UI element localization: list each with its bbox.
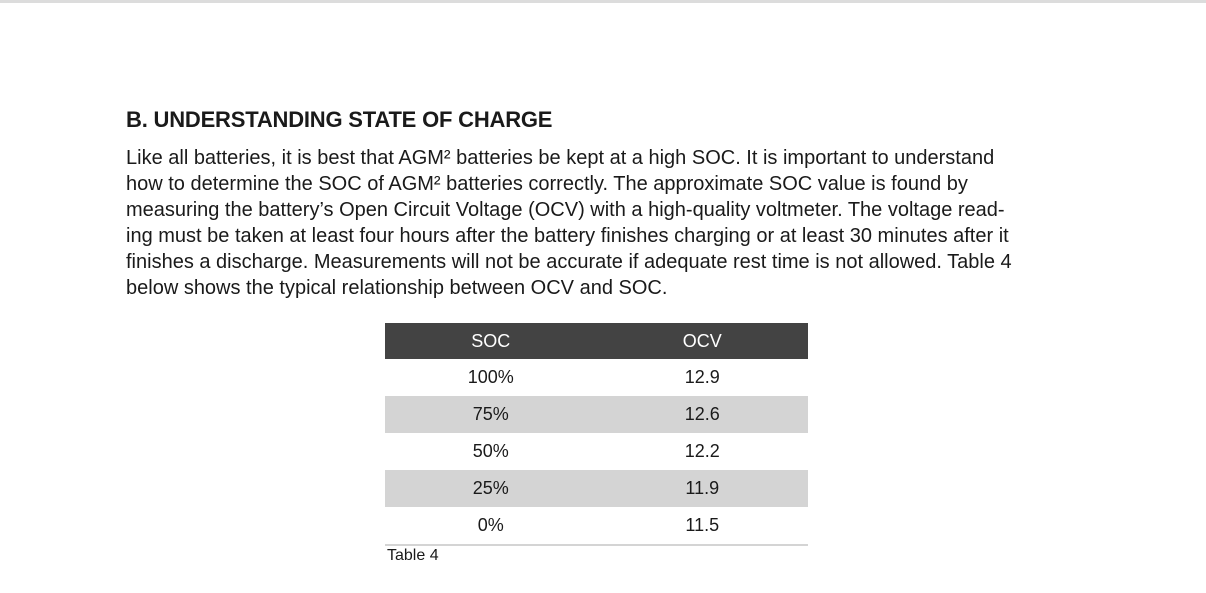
table-row: 25% 11.9 xyxy=(385,470,808,507)
table-cell: 75% xyxy=(385,396,597,433)
table-cell: 11.5 xyxy=(596,507,808,546)
header-cell: SOC xyxy=(385,323,597,359)
top-rule xyxy=(0,0,1206,3)
table-row: 0% 11.5 xyxy=(385,507,808,546)
paragraph-line: Like all batteries, it is best that AGM²… xyxy=(126,147,995,169)
table-cell: 12.9 xyxy=(684,367,720,387)
table-body: 100% 12.9 75% 12.6 50% 12.2 25% 11.9 0% 11.5 xyxy=(385,359,808,546)
table-cell: 0% xyxy=(385,507,597,546)
table-caption: Table 4 xyxy=(387,547,439,564)
paragraph: Like all batteries, it is best that AGM²… xyxy=(126,145,1012,301)
paragraph-line: how to determine the SOC of AGM² batteri… xyxy=(126,173,968,195)
header-cell: OCV xyxy=(596,323,808,359)
table-cell: 11.9 xyxy=(596,470,808,507)
paragraph-line: measuring the battery’s Open Circuit Vol… xyxy=(126,199,1005,221)
paragraph-line: ing must be taken at least four hours af… xyxy=(126,225,1009,247)
table-row: 100% 12.9 xyxy=(385,359,808,396)
header-row: SOC OCV xyxy=(385,323,808,359)
table-row: 50% 12.2 xyxy=(385,433,808,470)
table-cell: 12.2 xyxy=(684,441,720,461)
table-row: 75% 12.6 xyxy=(385,396,808,433)
table-cell: 50% xyxy=(472,441,509,461)
section-heading: B. UNDERSTANDING STATE OF CHARGE xyxy=(126,107,553,132)
table-cell: 12.6 xyxy=(596,396,808,433)
paragraph-line: finishes a discharge. Measurements will … xyxy=(126,251,1012,273)
table-cell: 25% xyxy=(385,470,597,507)
table-cell: 100% xyxy=(467,367,514,387)
soc-table: SOC OCV 100% 12.9 75% 12.6 50% 12.2 25% 11.9 0% 1… xyxy=(385,323,808,546)
paragraph-line: below shows the typical relationship bet… xyxy=(126,277,668,299)
